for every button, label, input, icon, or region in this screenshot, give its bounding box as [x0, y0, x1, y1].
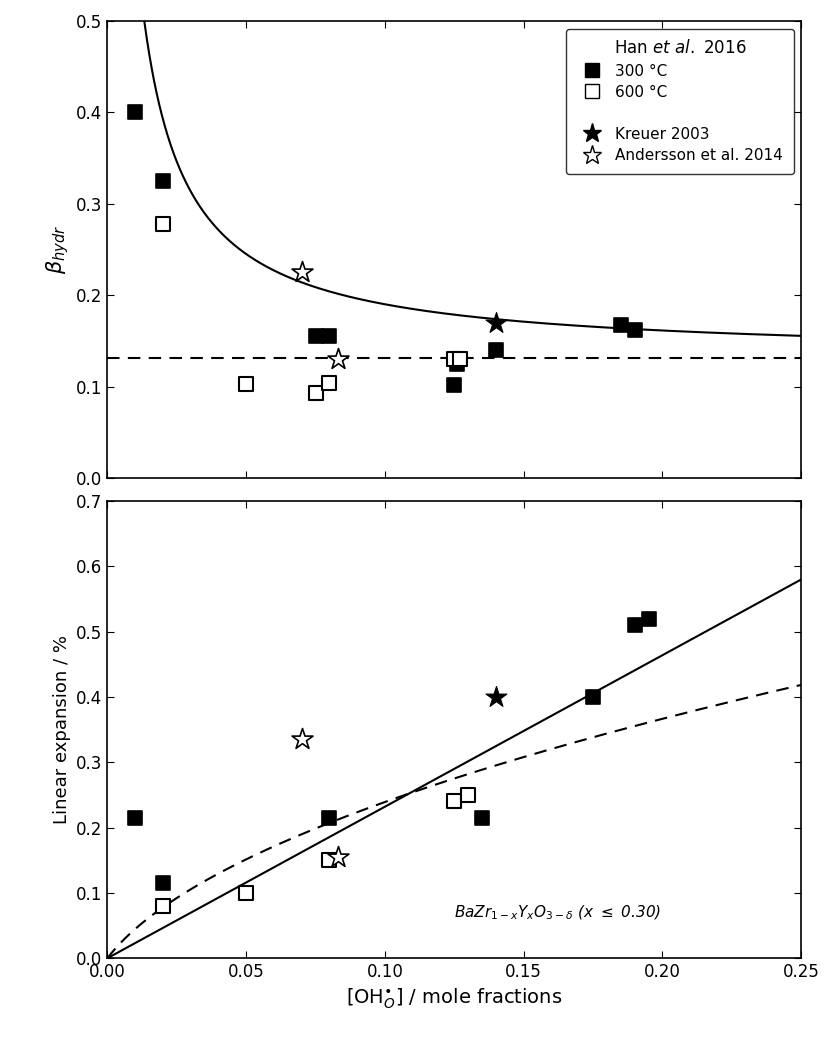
Point: [323, 329, 336, 345]
Point: [240, 885, 253, 901]
Point: [240, 376, 253, 393]
Point: [331, 351, 344, 367]
Point: [323, 375, 336, 392]
Point: [448, 793, 461, 810]
Point: [476, 810, 489, 827]
Point: [450, 356, 463, 373]
Point: [156, 173, 169, 190]
Point: [462, 787, 475, 803]
Point: [628, 321, 641, 338]
Point: [331, 849, 344, 866]
X-axis label: [OH$_O^{\bullet}$] / mole fractions: [OH$_O^{\bullet}$] / mole fractions: [346, 987, 563, 1011]
Point: [129, 810, 142, 827]
Point: [129, 104, 142, 121]
Text: BaZr$_{1-x}$Y$_x$O$_{3-\delta}$ (x $\leq$ 0.30): BaZr$_{1-x}$Y$_x$O$_{3-\delta}$ (x $\leq…: [454, 903, 662, 922]
Point: [628, 617, 641, 634]
Point: [309, 329, 322, 345]
Y-axis label: Linear expansion / %: Linear expansion / %: [53, 635, 70, 824]
Point: [448, 377, 461, 394]
Point: [156, 897, 169, 914]
Point: [156, 216, 169, 233]
Point: [295, 264, 308, 281]
Point: [295, 731, 308, 748]
Point: [323, 810, 336, 827]
Y-axis label: $\beta_{hydr}$: $\beta_{hydr}$: [44, 225, 70, 274]
Point: [448, 351, 461, 367]
Point: [489, 689, 502, 706]
Point: [642, 610, 655, 627]
Point: [615, 316, 628, 333]
Point: [323, 852, 336, 869]
Point: [586, 689, 600, 706]
Legend: 300 °C, 600 °C, , Kreuer 2003, Andersson et al. 2014: 300 °C, 600 °C, , Kreuer 2003, Andersson…: [567, 28, 794, 174]
Point: [309, 384, 322, 401]
Point: [156, 875, 169, 892]
Point: [453, 351, 467, 367]
Point: [489, 342, 502, 359]
Point: [489, 315, 502, 332]
